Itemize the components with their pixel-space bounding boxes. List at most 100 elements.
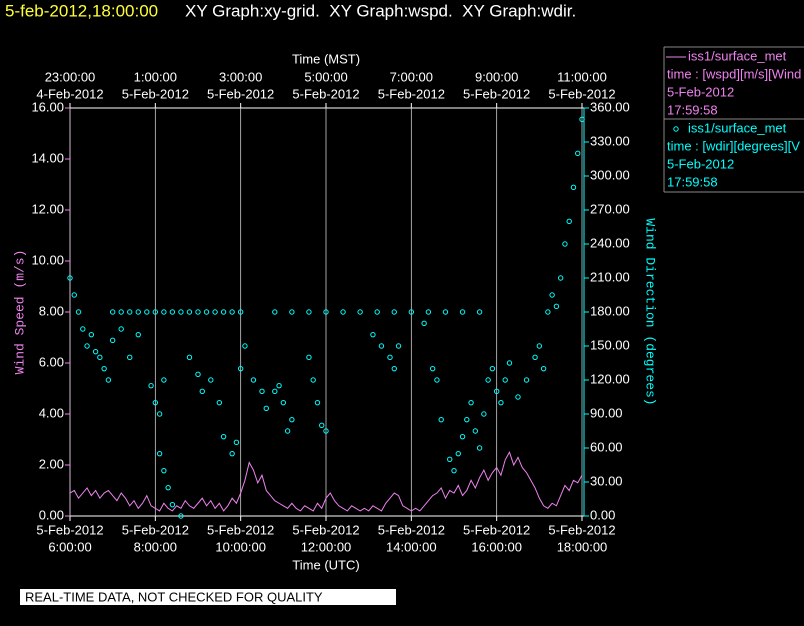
wdir-point	[566, 218, 572, 225]
wdir-point	[195, 309, 201, 315]
wdir-point	[237, 309, 244, 315]
wdir-point	[434, 377, 440, 383]
wdir-point	[515, 394, 521, 400]
x2-tick-label: 5:00:00	[304, 69, 347, 84]
x-tick-label: 18:00:00	[557, 539, 608, 554]
footer: REAL-TIME DATA, NOT CHECKED FOR QUALITY	[25, 589, 323, 604]
y2-axis-label: Wind Direction (degrees)	[643, 218, 658, 405]
wdir-point	[276, 382, 282, 389]
wdir-point	[523, 377, 530, 383]
y-tick-label: 8.00	[39, 303, 64, 318]
wdir-point	[242, 343, 248, 349]
wdir-point	[71, 292, 77, 298]
wdir-point	[408, 309, 415, 315]
x2-tick-date: 5-Feb-2012	[548, 86, 615, 101]
wspd-line	[69, 451, 583, 512]
wdir-point	[178, 513, 184, 519]
wdir-point	[109, 309, 116, 315]
wdir-point	[553, 303, 560, 310]
timestamp: 5-feb-2012,18:00:00	[5, 1, 158, 20]
wdir-point	[259, 388, 265, 395]
footer-box	[20, 589, 396, 605]
x2-tick-label: 11:00:00	[557, 69, 607, 84]
wdir-point	[468, 399, 474, 406]
wdir-point	[549, 292, 555, 298]
wdir-point	[280, 399, 287, 406]
wdir-point	[506, 360, 513, 366]
x-axis-label: Time (UTC)	[292, 557, 359, 572]
wdir-point	[75, 309, 82, 315]
x-tick-label: 16:00:00	[471, 539, 522, 554]
y-tick-label: 16.00	[31, 99, 64, 114]
wdir-point	[532, 354, 538, 361]
y2-tick-label: 30.00	[590, 473, 623, 488]
y2-tick-label: 120.00	[590, 371, 630, 386]
wdir-point	[502, 377, 508, 383]
legend-detail: 5-Feb-2012	[667, 156, 734, 171]
y2-tick-label: 360.00	[590, 99, 630, 114]
x-tick-date: 5-Feb-2012	[463, 522, 530, 537]
wdir-point	[250, 377, 257, 383]
wdir-point	[165, 484, 171, 491]
wdir-point	[148, 382, 154, 389]
wdir-point	[575, 150, 581, 157]
wdir-point	[67, 275, 73, 281]
wdir-point	[323, 428, 329, 434]
wdir-point	[545, 309, 551, 315]
x2-tick-label: 23:00:00	[45, 69, 96, 84]
wdir-point	[493, 388, 500, 395]
wdir-point	[378, 343, 385, 349]
wdir-point	[459, 433, 466, 440]
wdir-point	[310, 377, 316, 383]
x-tick-date: 5-Feb-2012	[292, 522, 359, 537]
x-tick-date: 5-Feb-2012	[378, 522, 445, 537]
x-tick-label: 10:00:00	[215, 539, 266, 554]
wdir-point	[485, 377, 491, 383]
wdir-point	[370, 331, 376, 338]
wdir-point	[442, 309, 449, 315]
wdir-point	[161, 377, 167, 383]
x-tick-date: 5-Feb-2012	[122, 522, 189, 537]
x-tick-label: 6:00:00	[48, 539, 91, 554]
wdir-point	[272, 388, 278, 395]
wdir-point	[161, 467, 167, 474]
chart-title: XY Graph:xy-grid. XY Graph:wspd. XY Grap…	[185, 1, 576, 20]
wdir-point	[135, 331, 141, 338]
wdir-point	[127, 309, 133, 315]
x2-tick-date: 5-Feb-2012	[292, 86, 359, 101]
y-tick-label: 6.00	[39, 354, 64, 369]
wdir-point	[118, 309, 124, 315]
x2-tick-label: 1:00:00	[134, 69, 177, 84]
wdir-point	[579, 116, 585, 123]
wdir-point	[314, 399, 321, 406]
wdir-point	[178, 309, 184, 315]
wdir-point	[306, 354, 312, 361]
y-tick-label: 12.00	[31, 201, 64, 216]
wdir-point	[455, 450, 461, 457]
wdir-point	[186, 354, 193, 361]
wdir-point	[92, 348, 99, 355]
legend-name: iss1/surface_met	[688, 48, 787, 63]
wdir-point	[451, 467, 457, 474]
wdir-point	[289, 416, 295, 423]
wdir-point	[447, 456, 453, 463]
wdir-point	[263, 405, 269, 412]
wdir-point	[199, 388, 205, 395]
wdir-point	[220, 433, 227, 440]
y-tick-label: 10.00	[31, 252, 64, 267]
wdir-point	[391, 309, 397, 315]
wdir-point	[203, 309, 210, 315]
wdir-point	[80, 326, 86, 332]
y-tick-label: 0.00	[39, 507, 64, 522]
wdir-point	[459, 309, 466, 315]
wdir-point	[169, 501, 176, 508]
y-tick-label: 14.00	[31, 150, 64, 165]
x2-tick-label: 7:00:00	[390, 69, 433, 84]
wdir-point	[357, 309, 363, 315]
wdir-point	[109, 337, 116, 344]
y2-tick-label: 0.00	[590, 507, 615, 522]
wdir-point	[323, 309, 329, 315]
wdir-point	[156, 411, 163, 417]
x2-tick-date: 4-Feb-2012	[36, 86, 103, 101]
legend-detail: 17:59:58	[667, 102, 718, 117]
